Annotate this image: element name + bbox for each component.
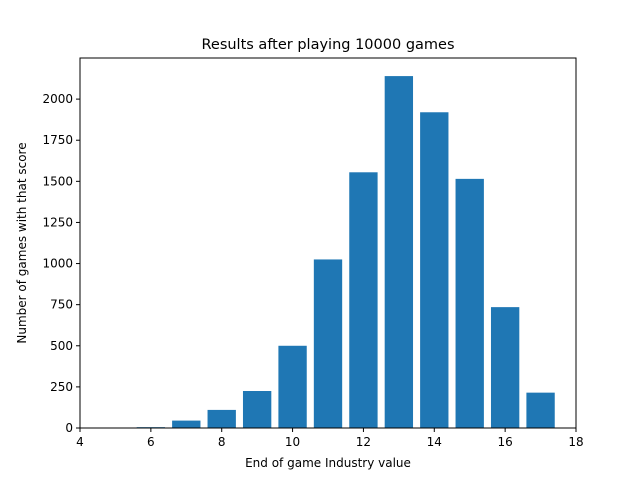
- x-tick-label: 16: [498, 435, 513, 449]
- bar-11: [313, 259, 343, 428]
- bar-17: [526, 392, 555, 428]
- x-tick-label: 12: [356, 435, 371, 449]
- chart-title: Results after playing 10000 games: [201, 37, 454, 53]
- x-tick-label: 14: [427, 435, 442, 449]
- bar-14: [420, 112, 449, 429]
- y-axis-label: Number of games with that score: [15, 142, 29, 343]
- x-tick-label: 10: [285, 435, 300, 449]
- y-tick-label: 250: [50, 380, 73, 394]
- bar-12: [349, 172, 378, 428]
- bars-group: [136, 76, 555, 429]
- y-tick-label: 500: [50, 339, 73, 353]
- x-tick-label: 18: [568, 435, 583, 449]
- y-tick-label: 1000: [42, 257, 73, 271]
- bar-13: [384, 76, 414, 428]
- bar-16: [490, 307, 520, 428]
- y-tick-label: 750: [50, 298, 73, 312]
- y-tick-label: 1250: [42, 215, 73, 229]
- y-tick-label: 1500: [42, 174, 73, 188]
- bar-9: [242, 391, 272, 428]
- x-tick-label: 8: [218, 435, 226, 449]
- y-tick-label: 1750: [42, 133, 73, 147]
- y-axis-ticks: 0 250 500 750 1000 1250 1500 1750 2000: [42, 92, 80, 435]
- bar-15: [455, 178, 484, 428]
- bar-10: [278, 345, 307, 428]
- x-axis-label: End of game Industry value: [245, 456, 411, 470]
- x-axis-ticks: 4 6 8 10 12 14 16 18: [76, 428, 584, 449]
- x-tick-label: 4: [76, 435, 84, 449]
- x-tick-label: 6: [147, 435, 155, 449]
- y-tick-label: 0: [65, 421, 73, 435]
- bar-8: [207, 409, 236, 428]
- y-tick-label: 2000: [42, 92, 73, 106]
- plot-frame: [79, 57, 577, 429]
- bar-7: [172, 420, 201, 428]
